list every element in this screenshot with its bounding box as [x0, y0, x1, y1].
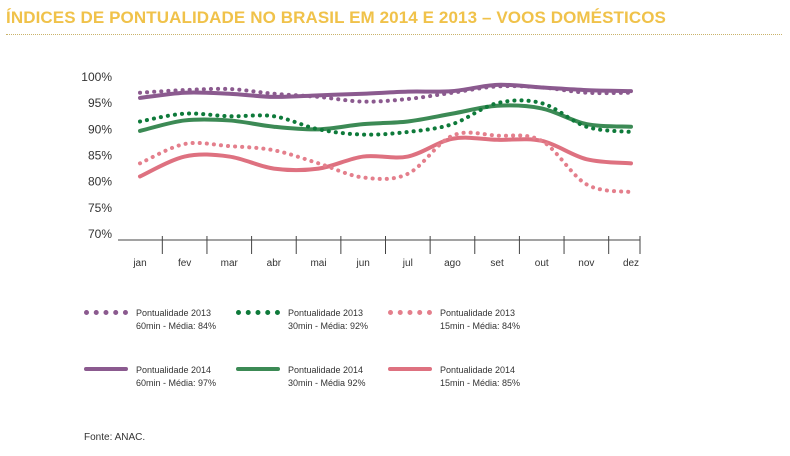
legend-series-name: Pontualidade 2014: [440, 365, 516, 375]
legend-text: Pontualidade 2014 30min - Média 92%: [288, 364, 366, 390]
legend-text: Pontualidade 2013 30min - Média: 92%: [288, 307, 368, 333]
legend-series-detail: 15min - Média: 84%: [440, 321, 521, 331]
legend-item: Pontualidade 2014 30min - Média 92%: [236, 364, 366, 390]
legend-swatch-line: [236, 367, 280, 371]
legend-series-detail: 30min - Média 92%: [288, 378, 366, 388]
legend-text: Pontualidade 2013 60min - Média: 84%: [136, 307, 216, 333]
y-tick-label: 95%: [88, 96, 112, 110]
legend-text: Pontualidade 2013 15min - Média: 84%: [440, 307, 520, 333]
legend-text: Pontualidade 2014 60min - Média: 97%: [136, 364, 216, 390]
chart-title: ÍNDICES DE PONTUALIDADE NO BRASIL EM 201…: [6, 8, 666, 27]
x-tick-label: ago: [444, 258, 461, 269]
legend-swatch-line: [84, 367, 128, 371]
y-tick-label: 75%: [88, 201, 112, 215]
legend-item: Pontualidade 2013 15min - Média: 84%: [388, 307, 520, 333]
x-tick-label: nov: [578, 258, 594, 269]
legend-series-detail: 30min - Média: 92%: [288, 321, 369, 331]
legend-series-name: Pontualidade 2013: [288, 308, 364, 318]
line-chart: 100% 95% 90% 85% 80% 75% 70% jan fev mar abr mai jun…: [81, 70, 641, 269]
series-line-pontualidade-2014-60min: [138, 82, 633, 100]
x-tick-label: jul: [402, 258, 413, 269]
series-line-pontualidade-2013-60min: [138, 84, 633, 104]
legend-swatch: [388, 307, 432, 320]
legend-swatch: [84, 307, 128, 320]
x-tick-label: mar: [221, 258, 239, 269]
x-tick-label: abr: [267, 258, 282, 269]
series-line-pontualidade-2014-15min: [138, 135, 633, 179]
legend-item: Pontualidade 2013 60min - Média: 84%: [84, 307, 216, 333]
y-tick-label: 80%: [88, 175, 112, 189]
series-line-pontualidade-2013-15min: [138, 130, 633, 195]
legend-item: Pontualidade 2014 60min - Média: 97%: [84, 364, 216, 390]
legend-swatch-line: [236, 310, 280, 315]
legend-text: Pontualidade 2014 15min - Média: 85%: [440, 364, 520, 390]
x-tick-label: mai: [310, 258, 326, 269]
series-line-pontualidade-2014-30min: [138, 103, 633, 133]
series-line-pontualidade-2013-30min: [138, 98, 633, 137]
legend-series-name: Pontualidade 2014: [288, 365, 364, 375]
legend-swatch: [236, 307, 280, 320]
legend-swatch: [388, 364, 432, 377]
x-tick-label: out: [535, 258, 549, 269]
legend-series-name: Pontualidade 2014: [136, 365, 212, 375]
legend-series-name: Pontualidade 2013: [440, 308, 516, 318]
source-note: Fonte: ANAC.: [84, 432, 146, 443]
y-tick-label: 85%: [88, 149, 112, 163]
legend-series-detail: 15min - Média: 85%: [440, 378, 521, 388]
legend-series-detail: 60min - Média: 97%: [136, 378, 217, 388]
y-tick-label: 70%: [88, 227, 112, 241]
legend-item: Pontualidade 2014 15min - Média: 85%: [388, 364, 520, 390]
x-tick-label: set: [490, 258, 504, 269]
title-divider: [6, 34, 782, 35]
x-tick-label: jun: [356, 258, 370, 269]
legend-swatch-line: [388, 367, 432, 371]
x-tick-label: dez: [623, 258, 639, 269]
legend-series-detail: 60min - Média: 84%: [136, 321, 217, 331]
legend-item: Pontualidade 2013 30min - Média: 92%: [236, 307, 368, 333]
y-tick-label: 90%: [88, 122, 112, 136]
legend-swatch-line: [84, 310, 128, 315]
y-tick-label: 100%: [81, 70, 112, 84]
x-tick-label: jan: [132, 258, 146, 269]
legend-swatch: [84, 364, 128, 377]
x-tick-label: fev: [178, 258, 191, 269]
legend-series-name: Pontualidade 2013: [136, 308, 212, 318]
legend-swatch-line: [388, 310, 432, 315]
legend-swatch: [236, 364, 280, 377]
